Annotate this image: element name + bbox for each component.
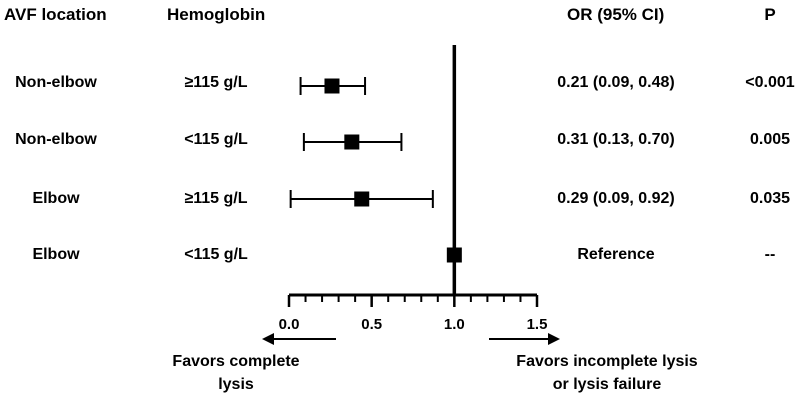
favors-left-arrowhead <box>262 333 274 345</box>
point-estimate-marker <box>324 78 340 94</box>
row-4-or-ci: Reference <box>577 246 654 263</box>
row-1-p-value: <0.001 <box>745 74 794 91</box>
x-axis-tick-label: 1.0 <box>444 316 465 333</box>
row-2-hemoglobin: <115 g/L <box>184 131 248 148</box>
point-estimate-marker <box>354 191 370 207</box>
x-axis-tick-label: 0.0 <box>279 316 300 333</box>
row-4-hemoglobin: <115 g/L <box>184 246 248 263</box>
favors-right-line-2: or lysis failure <box>553 376 662 393</box>
favors-right-line-1: Favors incomplete lysis <box>516 353 698 370</box>
row-3-hemoglobin: ≥115 g/L <box>184 190 247 207</box>
header-p-value: P <box>764 5 775 24</box>
row-3-or-ci: 0.29 (0.09, 0.92) <box>557 190 674 207</box>
row-4-p-value: -- <box>765 246 776 263</box>
favors-right-arrowhead <box>548 333 560 345</box>
row-2-location: Non-elbow <box>15 131 97 148</box>
x-axis-tick-label: 1.5 <box>527 316 548 333</box>
row-4-location: Elbow <box>32 246 80 263</box>
row-1-hemoglobin: ≥115 g/L <box>184 74 247 91</box>
header-avf-location: AVF location <box>4 5 107 24</box>
row-1-location: Non-elbow <box>15 74 97 91</box>
row-1-or-ci: 0.21 (0.09, 0.48) <box>557 74 674 91</box>
point-estimate-marker <box>446 247 462 263</box>
header-or-ci: OR (95% CI) <box>567 5 664 24</box>
x-axis-tick-label: 0.5 <box>361 316 382 333</box>
plot-area: 0.0 0.5 1.0 1.5 <box>262 45 560 345</box>
row-3-p-value: 0.035 <box>750 190 790 207</box>
row-2-p-value: 0.005 <box>750 131 790 148</box>
row-3-location: Elbow <box>32 190 80 207</box>
row-2-or-ci: 0.31 (0.13, 0.70) <box>557 131 674 148</box>
favors-left-line-2: lysis <box>218 376 254 393</box>
point-estimate-marker <box>344 134 360 150</box>
favors-left-line-1: Favors complete <box>172 353 299 370</box>
header-hemoglobin: Hemoglobin <box>167 5 265 24</box>
